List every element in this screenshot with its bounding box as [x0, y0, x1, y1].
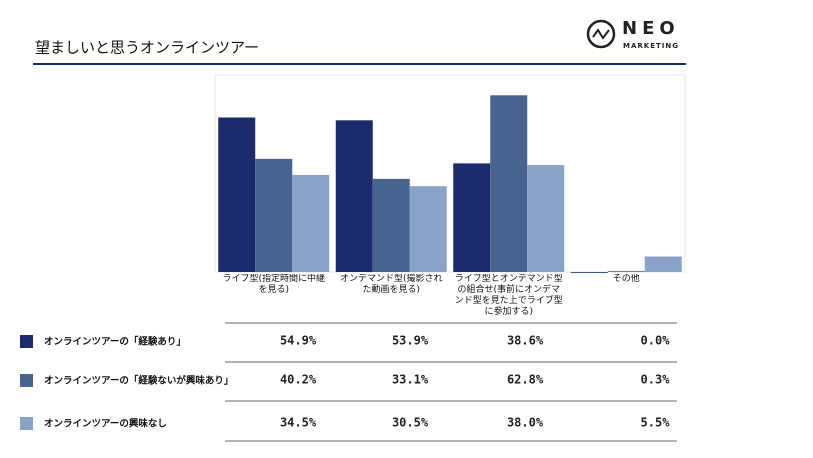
legend-swatch — [20, 374, 33, 387]
logo-name: NEO — [622, 18, 680, 39]
logo-zigzag — [592, 28, 610, 40]
value-label: 0.3% — [641, 373, 671, 387]
bar — [335, 120, 373, 272]
bar — [409, 186, 447, 272]
bar — [372, 178, 410, 272]
value-label: 30.5% — [392, 416, 429, 430]
value-label: 38.0% — [507, 416, 544, 430]
bar — [527, 165, 565, 272]
legend-swatch — [20, 417, 33, 430]
bar — [644, 256, 682, 272]
value-label: 5.5% — [641, 416, 671, 430]
category-label-box: ライブ型とオンデマンド型の組合せ(事前にオンデマンド型を見た上でライブ型に参加す… — [454, 274, 563, 317]
logo: NEO MARKETING — [586, 18, 680, 50]
value-label: 33.1% — [392, 373, 429, 387]
x-tick-label: その他 — [612, 274, 640, 284]
plot-frame — [214, 74, 686, 273]
value-label: 53.9% — [392, 334, 429, 348]
legend-label: オンラインツアーの「経験ないが興味あり」 — [44, 375, 233, 387]
x-tick-label: ライブ型(指定時間に中継を見る) — [222, 274, 325, 295]
category-label-box: ライブ型(指定時間に中継を見る) — [222, 274, 325, 295]
bar — [490, 95, 528, 273]
logo-sub: MARKETING — [623, 42, 679, 50]
bar — [607, 271, 645, 272]
legend-label: オンラインツアーの興味なし — [44, 418, 167, 430]
bar — [570, 272, 608, 273]
legend-label: オンラインツアーの「経験あり」 — [44, 336, 186, 348]
x-tick-label: オンデマンド型(撮影された動画を見る) — [339, 274, 443, 295]
logo-mark — [586, 19, 616, 49]
value-label: 40.2% — [280, 373, 317, 387]
value-label: 0.0% — [641, 334, 671, 348]
category-label-box: オンデマンド型(撮影された動画を見る) — [339, 274, 443, 295]
bar — [255, 158, 293, 272]
value-label: 62.8% — [507, 373, 544, 387]
value-label: 54.9% — [280, 334, 317, 348]
bar — [453, 163, 491, 272]
legend-swatch — [20, 335, 33, 348]
chart-title: 望ましいと思うオンラインツアー — [35, 39, 259, 57]
bar — [292, 174, 330, 272]
category-label-box: その他 — [612, 274, 640, 284]
x-tick-label: ライブ型とオンデマンド型の組合せ(事前にオンデマンド型を見た上でライブ型に参加す… — [454, 274, 563, 317]
value-label: 34.5% — [280, 416, 317, 430]
bar — [218, 117, 256, 272]
value-label: 38.6% — [507, 334, 544, 348]
